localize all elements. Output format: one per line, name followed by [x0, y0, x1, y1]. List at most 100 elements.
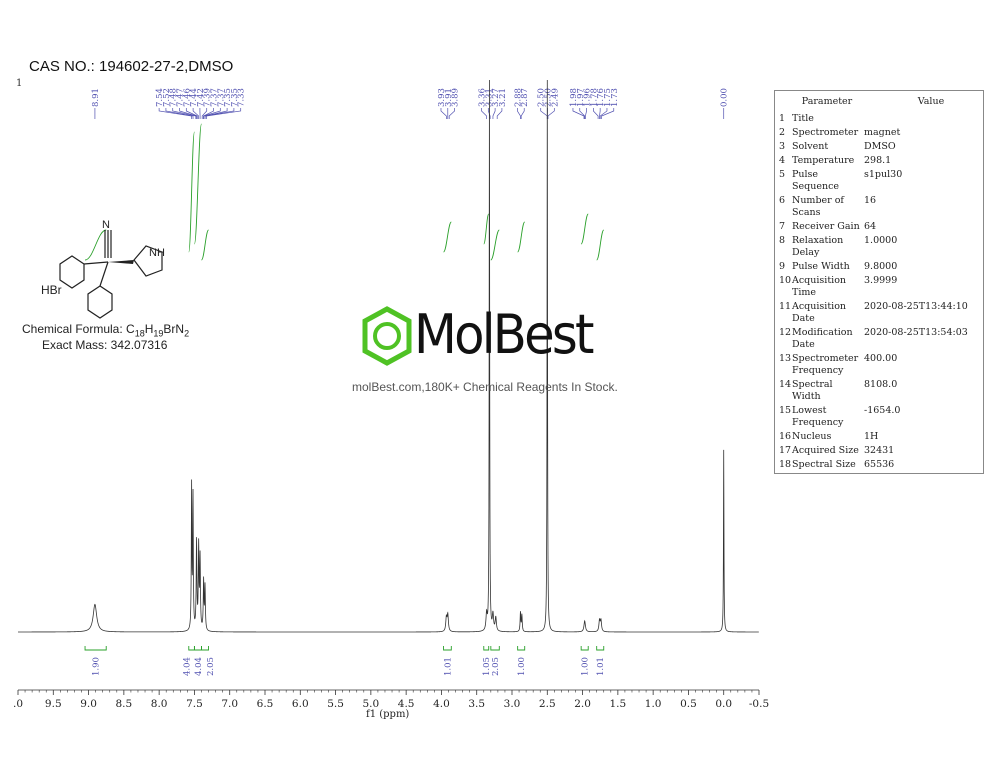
parameter-value: 65536 [864, 459, 895, 470]
parameter-row: 8 Relaxation Delay 1.0000 [775, 235, 983, 261]
formula-subscript: 18 [134, 328, 145, 339]
page-title: CAS NO.: 194602-27-2,DMSO [29, 58, 234, 75]
peak-leader-line [492, 108, 496, 119]
parameter-name: Spectral Width [792, 379, 833, 402]
parameter-name: Temperature [792, 155, 855, 166]
integral-bracket [517, 646, 526, 651]
parameter-value: 32431 [864, 445, 895, 456]
value-header: Value [917, 96, 945, 107]
peak-leader-line [440, 108, 447, 119]
formula-element: H [144, 322, 154, 336]
parameter-index: 12 [779, 327, 792, 338]
peak-label: 2.87 [520, 88, 530, 107]
peak-leader-line [185, 108, 198, 119]
peak-label: 7.46 [182, 88, 192, 107]
integral-curve [193, 123, 202, 245]
parameter-value: 16 [864, 195, 877, 206]
integral-value: 2.05 [491, 657, 501, 676]
peak-label: 3.36 [478, 88, 488, 107]
peak-labels: 8.91 7.547.527.487.477.467.447.427.397.37… [91, 88, 730, 119]
parameter-row: 14 Spectral Width 8108.0 [775, 379, 983, 405]
parameter-name: Acquired Size [792, 445, 859, 456]
parameter-table: Parameter Value 1 Title 2 Spectrometer magne… [774, 90, 984, 474]
parameter-row: 1 Title [775, 113, 983, 127]
integral-brackets: 1.90 4.04 4.04 2.05 1.01 1.052.05 1.00 1.00 1.01 [84, 646, 606, 676]
parameter-value: DMSO [864, 141, 896, 152]
x-tick-label: 1.0 [645, 698, 662, 710]
x-tick-label: 9.5 [45, 698, 62, 710]
parameter-rows: 1 Title 2 Spectrometer magnet 3 Solvent DMSO 4 Te… [775, 113, 983, 473]
integral-value: 1.00 [581, 657, 591, 676]
exact-mass: Exact Mass: 342.07316 [42, 338, 168, 352]
parameter-name: Spectrometer [792, 127, 859, 138]
formula-element: BrN [163, 322, 185, 336]
peak-leader-line [448, 108, 455, 119]
peak-leader-line [481, 108, 487, 119]
peak-leader-line [204, 108, 235, 119]
integral-curve [517, 221, 526, 253]
x-tick-label: .0 [13, 698, 23, 710]
parameter-value: 9.8000 [864, 261, 898, 272]
x-tick-label: 7.5 [186, 698, 203, 710]
peak-leader-line [520, 108, 525, 119]
parameter-row: 15 Lowest Frequency -1654.0 [775, 405, 983, 431]
parameter-row: 10 Acquisition Time 3.9999 [775, 275, 983, 301]
peak-leader-line [179, 108, 197, 119]
peak-leader-line [165, 108, 194, 119]
x-tick-label: 3.0 [504, 698, 521, 710]
parameter-name: Pulse Width [792, 261, 850, 272]
integral-curve [483, 213, 490, 245]
parameter-index: 9 [779, 261, 786, 272]
peak-leader-line [601, 108, 615, 119]
peak-label: 3.91 [444, 88, 454, 107]
x-tick-label: -0.5 [749, 698, 769, 710]
x-tick-label: 5.0 [363, 698, 380, 710]
formula-element: C [126, 322, 135, 336]
peak-label: 1.78 [589, 88, 599, 107]
x-tick-label: 8.5 [116, 698, 133, 710]
parameter-name: Number of Scans [792, 195, 844, 218]
integral-bracket [596, 646, 605, 651]
parameter-name: Spectrometer Frequency [792, 353, 859, 376]
parameter-value: -1654.0 [864, 405, 901, 416]
integral-bracket [483, 646, 490, 651]
peak-leader-line [192, 108, 200, 119]
x-tick-label: 6.5 [257, 698, 274, 710]
peak-label: 1.98 [569, 88, 579, 107]
integral-curve [201, 229, 209, 261]
x-tick-label: 2.5 [539, 698, 556, 710]
peak-leader-line [599, 108, 608, 119]
peak-label: 7.44 [189, 88, 199, 107]
parameter-index: 16 [779, 431, 792, 442]
parameter-row: 17 Acquired Size 32431 [775, 445, 983, 459]
peak-label: 7.48 [169, 88, 179, 107]
parameter-row: 9 Pulse Width 9.8000 [775, 261, 983, 275]
x-tick-label: 4.0 [433, 698, 450, 710]
x-tick-label: 9.0 [80, 698, 97, 710]
parameter-value: 3.9999 [864, 275, 898, 286]
parameter-value: 8108.0 [864, 379, 898, 390]
parameter-row: 13 Spectrometer Frequency 400.00 [775, 353, 983, 379]
x-tick-label: 4.5 [398, 698, 415, 710]
peak-label: 8.91 [91, 88, 101, 107]
integral-curve [84, 229, 107, 261]
sample-number: 1 [16, 78, 23, 89]
integral-value: 4.04 [183, 657, 193, 676]
nitrile-n-label: N [102, 219, 110, 231]
parameter-name: Title [792, 113, 814, 124]
parameter-row: 11 Acquisition Date 2020-08-25T13:44:10 [775, 301, 983, 327]
peak-leader-line [201, 108, 208, 119]
peak-label: 7.52 [162, 88, 172, 107]
parameter-index: 15 [779, 405, 792, 416]
peak-label: 2.50 [537, 88, 547, 107]
peak-label: 7.37 [210, 88, 220, 107]
integral-value: 1.90 [92, 657, 102, 676]
peak-label: 7.37 [216, 88, 226, 107]
peak-leader-line [203, 108, 221, 119]
peak-leader-line [599, 108, 601, 119]
parameter-index: 4 [779, 155, 786, 166]
formula-subscript: 2 [184, 328, 190, 339]
peak-leader-line [517, 108, 521, 119]
parameter-table-header: Parameter Value [775, 91, 983, 113]
